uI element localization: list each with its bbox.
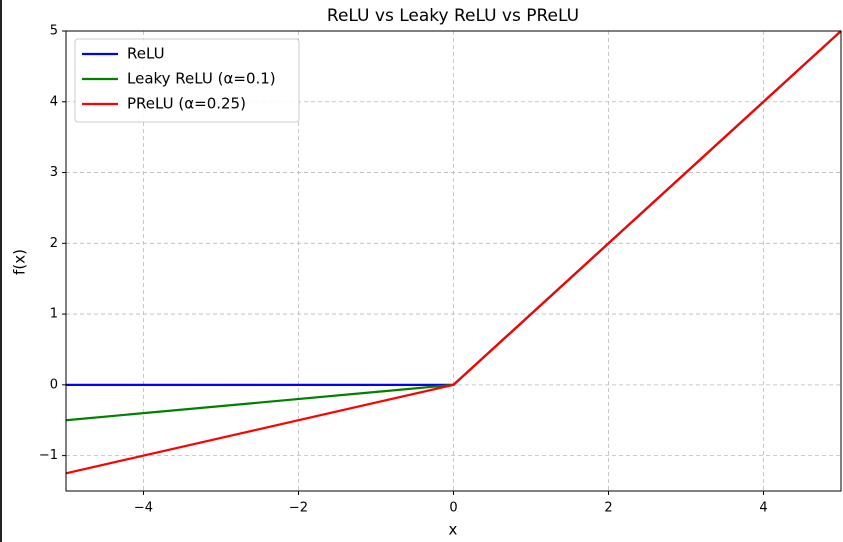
x-tick-label: −2 [289,501,308,516]
y-tick-label: 2 [50,236,58,251]
line-series [65,30,842,475]
x-tick-label: −4 [134,501,153,516]
y-axis-label: f(x) [11,249,29,275]
y-tick-label: 4 [50,94,58,109]
x-axis-label: x [449,521,458,539]
x-tick-label: 2 [604,501,612,516]
legend-label: Leaky ReLU (α=0.1) [127,70,276,88]
y-tick-label: 5 [50,24,58,39]
x-tick-label: 0 [449,501,457,516]
edge [0,0,2,542]
legend-label: PReLU (α=0.25) [127,95,246,113]
legend-label: ReLU [127,45,165,63]
y-tick-label: 0 [50,377,58,392]
x-tick-label: 4 [759,501,767,516]
y-tick-label: 3 [50,165,58,180]
y-tick-label: 1 [50,307,58,322]
plot-frame [65,30,842,492]
chart-title: ReLU vs Leaky ReLU vs PReLU [327,6,579,26]
legend-box [74,38,300,123]
y-tick-label: −1 [39,448,58,463]
